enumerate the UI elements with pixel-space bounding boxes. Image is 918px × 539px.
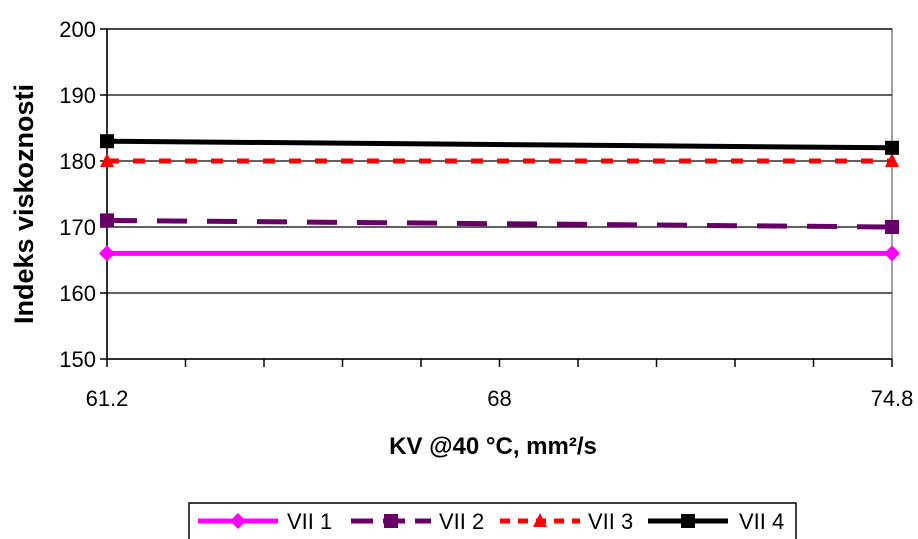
data-point <box>100 153 114 167</box>
data-point <box>99 245 115 262</box>
y-tick-label: 190 <box>59 83 96 108</box>
legend-item-3: VII 3 <box>500 509 633 534</box>
data-point <box>885 140 899 155</box>
legend-item-4: VII 4 <box>648 509 784 534</box>
data-point <box>100 134 114 149</box>
series-line <box>106 217 893 230</box>
legend-item-2: VII 2 <box>351 509 484 534</box>
legend-marker <box>384 514 398 528</box>
y-tick-label: 150 <box>59 347 96 372</box>
y-axis-label: Indeks viskoznosti <box>9 84 39 324</box>
y-tick-label: 160 <box>59 281 96 306</box>
x-tick-label: 74.8 <box>871 386 914 411</box>
legend-marker <box>230 513 246 529</box>
x-tick-label: 61.2 <box>86 386 129 411</box>
data-point <box>100 213 114 228</box>
series-3 <box>100 153 899 167</box>
plot-frame <box>106 28 893 360</box>
legend-label: VII 1 <box>287 509 332 534</box>
tick-labels: 150 160 170 180 190 200 61.2 68 74.8 <box>59 17 913 411</box>
x-axis-label: KV @40 °C, mm²/s <box>389 433 597 460</box>
plot-area <box>106 28 893 360</box>
legend-label: VII 3 <box>588 509 633 534</box>
series-line <box>106 138 893 151</box>
legend-marker <box>681 514 695 528</box>
data-point <box>884 245 900 262</box>
data-point <box>885 220 899 234</box>
legend-label: VII 4 <box>739 509 784 534</box>
y-tick-label: 200 <box>59 17 96 42</box>
y-tick-label: 170 <box>59 215 96 240</box>
series-group <box>99 134 900 262</box>
legend-marker <box>533 513 547 527</box>
legend: VII 1 VII 2 VII 3 VII 4 <box>188 502 797 539</box>
series-4 <box>100 134 899 155</box>
legend-item-1: VII 1 <box>198 509 332 534</box>
axes <box>100 28 893 367</box>
series-2 <box>100 213 899 234</box>
x-tick-label: 68 <box>487 386 511 411</box>
data-point <box>885 153 899 167</box>
series-1 <box>99 245 900 262</box>
y-tick-label: 180 <box>59 149 96 174</box>
legend-label: VII 2 <box>439 509 484 534</box>
